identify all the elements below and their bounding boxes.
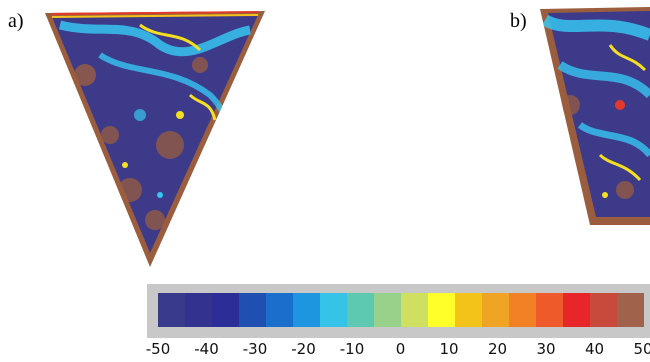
colorbar-swatch: [563, 293, 590, 327]
colorbar-tick-label: 20: [487, 340, 508, 358]
colorbar-swatches: [158, 293, 644, 327]
colorbar-swatch: [617, 293, 644, 327]
colorbar-tick-label: 30: [536, 340, 556, 358]
colorbar-swatch: [509, 293, 536, 327]
colorbar-swatch: [590, 293, 617, 327]
panel-a-map: [45, 11, 265, 267]
panel-a-field: [52, 15, 258, 253]
colorbar-tick-label: 10: [439, 340, 459, 358]
panel-b-field: [548, 11, 650, 217]
colorbar-swatch: [293, 293, 320, 327]
panel-a-label: a): [8, 10, 24, 32]
panel-b-texture: [541, 14, 650, 199]
colorbar-swatch: [158, 293, 185, 327]
colorbar-tick-label: 40: [584, 340, 605, 358]
colorbar-tick-label: -50: [145, 340, 171, 358]
colorbar-swatch: [401, 293, 428, 327]
colorbar-swatch: [212, 293, 239, 327]
colorbar-swatch: [266, 293, 293, 327]
colorbar-swatch: [455, 293, 482, 327]
panel-a-texture: [51, 11, 259, 230]
colorbar-swatch: [239, 293, 266, 327]
colorbar-tick-label: -20: [291, 340, 316, 358]
colorbar-tick-label: -40: [194, 340, 219, 358]
colorbar: [147, 284, 650, 338]
colorbar-swatch: [374, 293, 401, 327]
colorbar-tick-label: -30: [242, 340, 268, 358]
colorbar-swatch: [320, 293, 347, 327]
colorbar-swatch: [185, 293, 212, 327]
colorbar-tick-label: -10: [339, 340, 365, 358]
colorbar-swatch: [347, 293, 374, 327]
colorbar-swatch: [536, 293, 563, 327]
colorbar-tick-label: 50: [633, 340, 650, 358]
colorbar-tick-row: -50 -40 -30 -20 -10 0 10 20 30 40 50: [0, 340, 650, 362]
panel-b-label: b): [510, 10, 527, 32]
colorbar-swatch: [482, 293, 509, 327]
colorbar-swatch: [428, 293, 455, 327]
colorbar-tick-label: 0: [395, 340, 406, 358]
panel-b-map: [540, 7, 650, 225]
